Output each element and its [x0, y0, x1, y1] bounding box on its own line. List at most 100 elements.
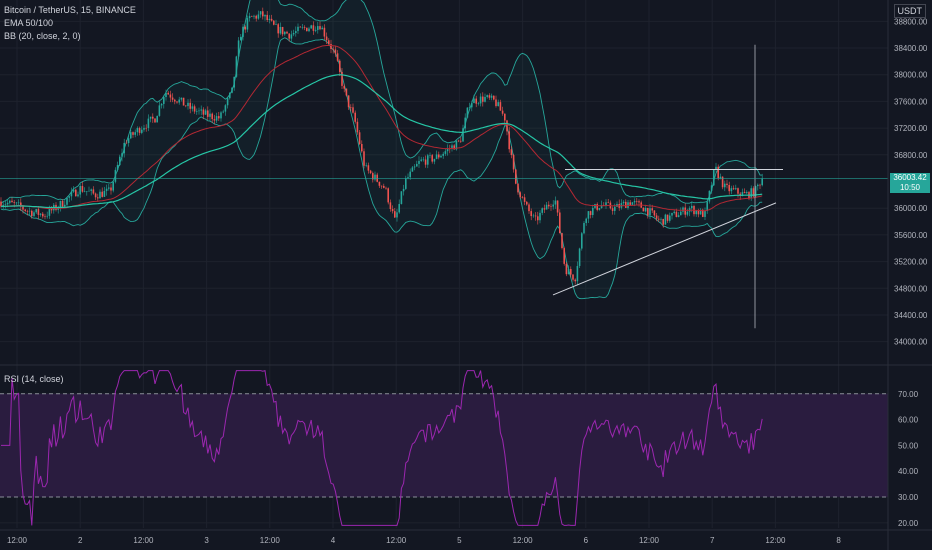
- currency-badge[interactable]: USDT: [893, 4, 926, 18]
- candle-body: [662, 218, 664, 225]
- candle-body: [561, 233, 563, 249]
- time-tick-label: 12:00: [513, 536, 534, 545]
- candle-body: [345, 88, 348, 96]
- candle-body: [77, 194, 79, 197]
- candle-body: [600, 205, 603, 209]
- candle-body: [708, 190, 711, 202]
- candle-body: [704, 210, 706, 217]
- candle-body: [281, 26, 284, 35]
- candle-body: [257, 14, 260, 19]
- candle-body: [191, 106, 194, 109]
- candle-body: [268, 18, 271, 21]
- rsi-indicator-label[interactable]: RSI (14, close): [4, 374, 64, 384]
- candle-body: [121, 153, 123, 157]
- candle-body: [378, 181, 381, 186]
- candle-body: [37, 209, 40, 215]
- candle-body: [398, 203, 400, 213]
- candle-body: [737, 188, 739, 194]
- candle-body: [506, 120, 508, 132]
- candle-body: [479, 96, 482, 104]
- candle-body: [171, 97, 174, 100]
- candle-body: [598, 208, 601, 210]
- candle-body: [726, 183, 728, 185]
- candle-body: [136, 128, 139, 133]
- candle-body: [592, 207, 594, 215]
- ema-indicator-label[interactable]: EMA 50/100: [4, 18, 54, 28]
- candle-body: [438, 154, 440, 158]
- price-tick-label: 34800.00: [894, 284, 928, 293]
- candle-body: [22, 206, 24, 210]
- candle-body: [596, 204, 598, 210]
- candle-body: [165, 92, 167, 98]
- candle-body: [59, 200, 62, 208]
- candle-body: [363, 151, 365, 166]
- candle-body: [523, 197, 526, 202]
- candle-body: [332, 49, 334, 50]
- candle-body: [570, 269, 572, 275]
- price-tick-label: 36000.00: [894, 204, 928, 213]
- candle-body: [174, 99, 176, 102]
- candle-body: [673, 211, 675, 213]
- candle-body: [477, 103, 480, 105]
- candle-body: [457, 140, 460, 142]
- candle-body: [270, 18, 273, 21]
- candle-body: [226, 98, 229, 106]
- candle-body: [251, 16, 253, 17]
- candle-body: [468, 107, 471, 108]
- candle-body: [625, 201, 627, 208]
- time-tick-label: 12:00: [260, 536, 281, 545]
- candle-body: [556, 200, 559, 213]
- price-tick-label: 35200.00: [894, 258, 928, 267]
- candle-body: [695, 210, 697, 215]
- candle-body: [675, 211, 678, 217]
- drawings: [0, 44, 888, 329]
- candle-body: [6, 202, 9, 205]
- candle-body: [750, 188, 752, 198]
- candle-body: [328, 40, 330, 45]
- candle-body: [490, 95, 493, 98]
- candle-body: [429, 155, 431, 156]
- time-tick-label: 4: [331, 536, 336, 545]
- candle-body: [127, 138, 130, 144]
- candle-body: [715, 166, 717, 170]
- symbol-title[interactable]: Bitcoin / TetherUS, 15, BINANCE: [4, 5, 136, 15]
- candle-body: [537, 216, 539, 221]
- candle-body: [119, 156, 121, 166]
- candle-body: [420, 159, 422, 161]
- candle-body: [64, 204, 66, 207]
- candle-body: [317, 26, 319, 30]
- candle-body: [567, 269, 570, 275]
- candle-body: [682, 207, 684, 212]
- candle-body: [638, 201, 640, 203]
- candle-body: [200, 109, 202, 111]
- candle-body: [310, 25, 312, 29]
- candle-body: [26, 210, 29, 212]
- bb-indicator-label[interactable]: BB (20, close, 2, 0): [4, 31, 81, 41]
- candle-body: [248, 16, 251, 19]
- candle-body: [576, 265, 579, 282]
- candle-body: [259, 11, 262, 15]
- bollinger-bands: [0, 0, 763, 300]
- candle-body: [453, 145, 455, 150]
- time-tick-label: 6: [584, 536, 589, 545]
- candle-body: [528, 204, 530, 212]
- rsi-axis-labels: 70.00 60.00 50.00 40.00 30.00 20.00: [898, 390, 919, 528]
- candle-body: [433, 158, 436, 162]
- candle-body: [512, 155, 515, 170]
- candle-body: [710, 185, 713, 191]
- time-axis-labels: 12:00 2 12:00 3 12:00 4 12:00 5 12:00 6 12:00 7 12:0…: [7, 536, 841, 545]
- candle-body: [312, 25, 315, 31]
- rsi-tick-label: 60.00: [898, 416, 919, 425]
- candle-body: [94, 193, 97, 198]
- rsi-tick-label: 50.00: [898, 441, 919, 450]
- candle-body: [761, 178, 763, 186]
- candles: [0, 7, 763, 286]
- candle-body: [167, 92, 169, 95]
- candle-body: [44, 216, 46, 217]
- candle-body: [462, 128, 464, 142]
- candle-body: [519, 192, 521, 198]
- candle-body: [273, 20, 275, 25]
- candle-body: [152, 116, 154, 119]
- candle-body: [154, 118, 156, 123]
